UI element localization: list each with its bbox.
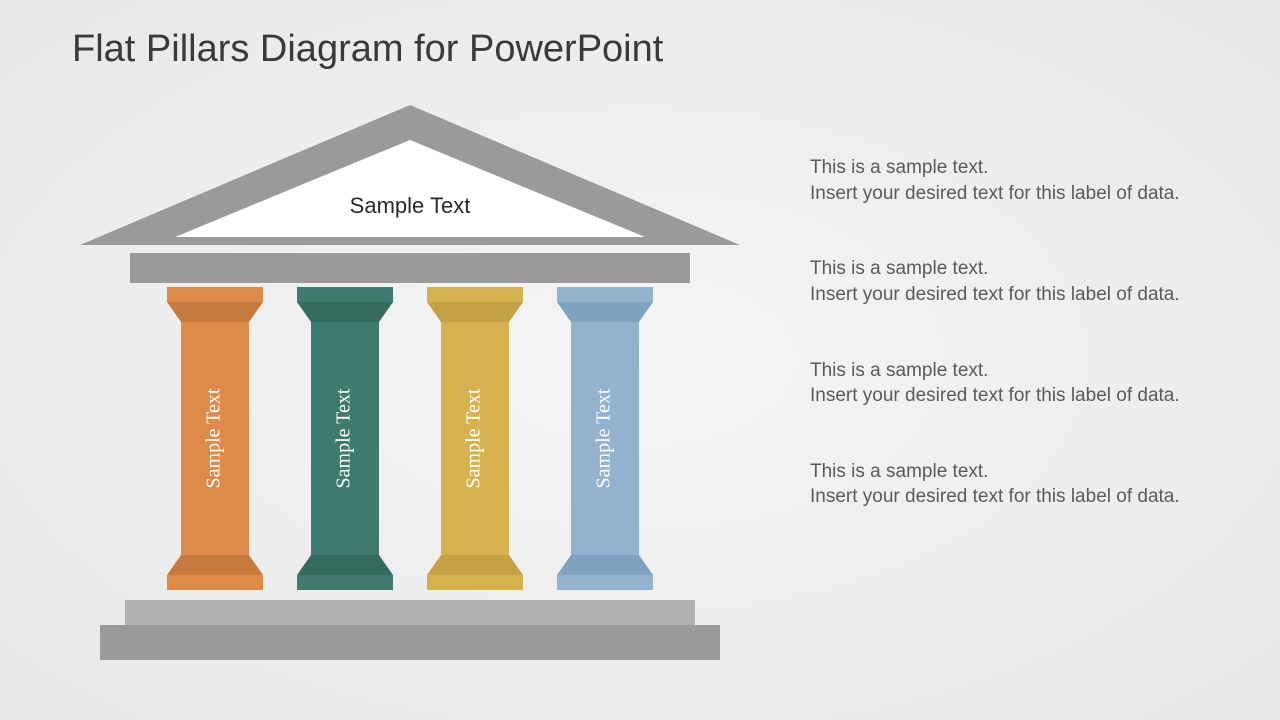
pillar-2: Sample Text — [297, 287, 393, 590]
pillar-label-3: Sample Text — [463, 388, 485, 488]
desc-block-3: This is a sample text. Insert your desir… — [810, 358, 1210, 409]
desc-2-line2: Insert your desired text for this label … — [810, 284, 1180, 305]
desc-block-2: This is a sample text. Insert your desir… — [810, 256, 1210, 307]
pillar-3: Sample Text — [427, 287, 523, 590]
pillar-neck-top — [297, 302, 393, 322]
desc-3-line1: This is a sample text. — [810, 360, 988, 381]
pillar-label-1: Sample Text — [203, 388, 225, 488]
pillar-neck-bottom — [167, 555, 263, 575]
pillar-cap — [557, 287, 653, 302]
desc-4-line1: This is a sample text. — [810, 461, 988, 482]
pillar-base — [427, 575, 523, 590]
pillar-cap — [167, 287, 263, 302]
pillar-base — [557, 575, 653, 590]
pillar-4: Sample Text — [557, 287, 653, 590]
pillar-cap — [297, 287, 393, 302]
pillars-diagram: Sample Text Sample TextSample TextSample… — [80, 105, 740, 665]
desc-block-1: This is a sample text. Insert your desir… — [810, 155, 1210, 206]
pillar-label-2: Sample Text — [333, 388, 355, 488]
pillar-base — [297, 575, 393, 590]
base-step-lower — [100, 625, 720, 660]
desc-2-line1: This is a sample text. — [810, 258, 988, 279]
desc-1-line2: Insert your desired text for this label … — [810, 183, 1180, 204]
pillar-neck-top — [427, 302, 523, 322]
desc-4-line2: Insert your desired text for this label … — [810, 486, 1180, 507]
pillar-neck-top — [167, 302, 263, 322]
pillar-neck-top — [557, 302, 653, 322]
pillars-svg: Sample Text Sample TextSample TextSample… — [80, 105, 740, 665]
pillar-label-4: Sample Text — [593, 388, 615, 488]
desc-3-line2: Insert your desired text for this label … — [810, 385, 1180, 406]
desc-block-4: This is a sample text. Insert your desir… — [810, 459, 1210, 510]
page-title: Flat Pillars Diagram for PowerPoint — [72, 28, 663, 71]
roof-label: Sample Text — [350, 193, 471, 218]
descriptions: This is a sample text. Insert your desir… — [810, 155, 1210, 560]
pillar-base — [167, 575, 263, 590]
pillar-neck-bottom — [557, 555, 653, 575]
pillar-cap — [427, 287, 523, 302]
pillar-neck-bottom — [427, 555, 523, 575]
desc-1-line1: This is a sample text. — [810, 157, 988, 178]
pillars-group: Sample Text Sample Text Sample Text Sample … — [167, 287, 653, 590]
base-step-upper — [125, 600, 695, 625]
entablature — [130, 253, 690, 283]
pillar-neck-bottom — [297, 555, 393, 575]
pillar-1: Sample Text — [167, 287, 263, 590]
